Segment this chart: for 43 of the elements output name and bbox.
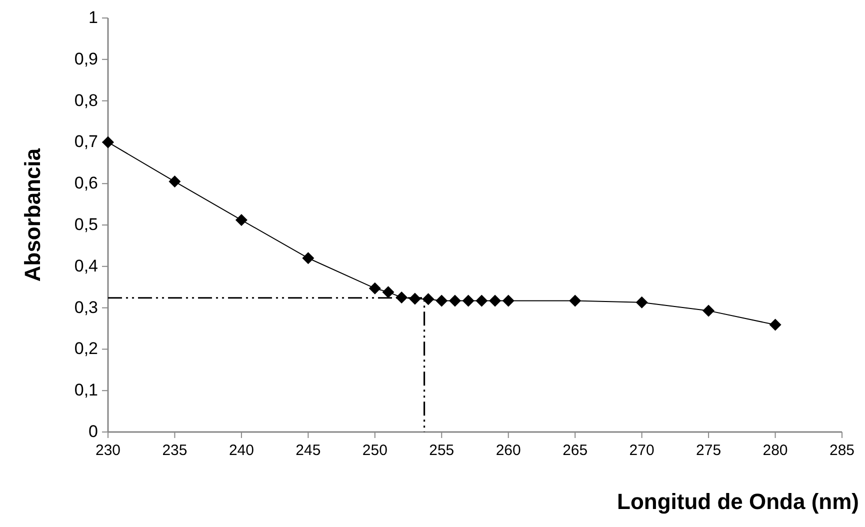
point <box>168 176 181 188</box>
point <box>489 294 502 307</box>
x-tick-label: 260 <box>496 442 521 459</box>
y-tick-label: 0,3 <box>74 298 98 317</box>
y-tick-label: 0,5 <box>74 215 98 234</box>
x-tick-label: 255 <box>429 442 454 459</box>
y-tick-label: 0,4 <box>74 256 98 276</box>
point <box>436 294 448 307</box>
y-tick-label: 0,2 <box>74 339 98 358</box>
point <box>102 136 114 148</box>
y-axis-title: Absorbancia <box>20 148 45 282</box>
point <box>636 296 648 308</box>
y-tick-label: 1 <box>88 8 98 27</box>
y-tick-label: 0,7 <box>74 132 98 152</box>
x-tick-label: 285 <box>829 442 855 459</box>
point <box>769 318 782 331</box>
x-axis-title: Longitud de Onda (nm) <box>617 489 859 514</box>
point <box>502 294 514 307</box>
point <box>462 294 474 307</box>
x-tick-label: 230 <box>95 442 121 459</box>
point <box>368 282 381 294</box>
x-tick-label: 240 <box>228 442 254 459</box>
x-tick-label: 270 <box>629 442 654 459</box>
x-tick-label: 275 <box>696 442 722 459</box>
y-tick-label: 0,8 <box>74 90 98 110</box>
point <box>569 294 582 307</box>
point <box>422 293 434 306</box>
y-tick-label: 0,6 <box>74 174 98 193</box>
y-tick-label: 0 <box>88 422 98 441</box>
x-tick-label: 265 <box>562 442 588 459</box>
point <box>702 304 715 317</box>
y-tick-label: 0,1 <box>74 380 98 400</box>
point <box>448 294 461 307</box>
point <box>396 291 408 304</box>
y-tick-label: 0,9 <box>74 49 98 68</box>
point <box>235 214 248 226</box>
point <box>302 252 314 264</box>
point <box>382 286 394 298</box>
x-tick-label: 245 <box>296 442 321 459</box>
x-tick-label: 235 <box>162 442 188 459</box>
point <box>476 294 488 307</box>
x-tick-label: 280 <box>762 442 788 459</box>
x-tick-label: 250 <box>362 442 388 459</box>
